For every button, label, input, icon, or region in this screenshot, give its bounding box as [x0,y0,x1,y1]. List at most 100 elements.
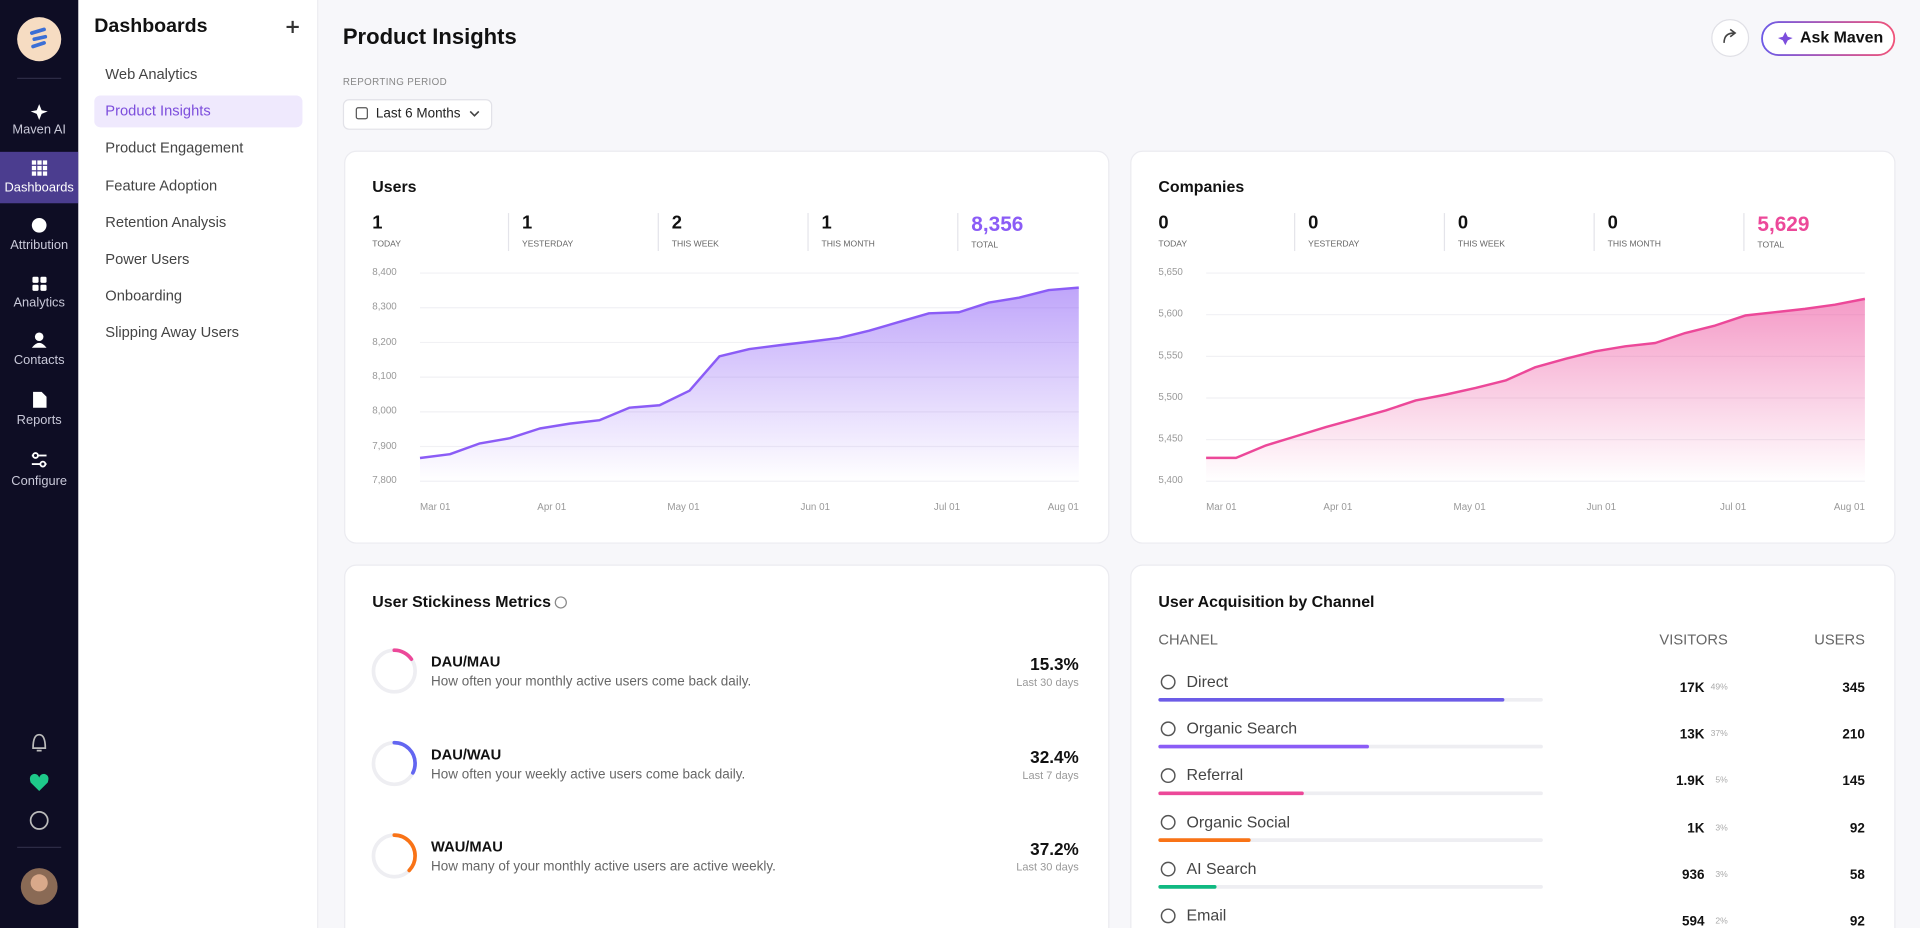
x-tick-label: Aug 01 [1833,501,1865,513]
sidebar-item[interactable]: Slipping Away Users [105,324,239,342]
sidebar-item[interactable]: Product Insights [105,102,211,120]
icon-attribution [31,217,47,233]
x-tick-label: Apr 01 [1323,501,1353,513]
metric-period: Last 7 days [1022,768,1079,781]
bar [1158,744,1370,749]
icon-reports [33,391,47,408]
channel-users: 58 [1849,867,1865,883]
channel-share: 49% [1710,683,1728,693]
channel-users: 145 [1842,774,1865,789]
icon-contacts [31,332,47,348]
channel-name: Referral [1186,765,1244,784]
y-tick-label: 5,550 [1158,349,1183,361]
channel-icon [1160,861,1176,877]
x-tick-label: Jun 01 [1586,501,1617,513]
channel-icon [1160,768,1176,784]
nav-item[interactable]: Configure [11,474,68,489]
area [1206,298,1865,482]
period-label: REPORTING PERIOD [342,76,448,88]
icon-chevron [469,110,480,117]
metric-description: How often your weekly active users come … [431,767,746,782]
bar [1158,838,1251,842]
sidebar [78,0,319,928]
ring-value [371,740,417,787]
sidebar-item[interactable]: Product Engagement [105,139,244,157]
channel-name: Organic Social [1186,812,1291,831]
nav-active [0,151,79,204]
nav-item[interactable]: Dashboards [4,180,74,195]
channel-icon [1160,908,1176,924]
icon-sparkle [1777,31,1793,46]
refresh-button[interactable] [1711,18,1750,57]
card-title: Users [372,177,417,196]
y-tick-label: 8,200 [372,335,397,347]
stat-label: YESTERDAY [521,240,574,249]
channel-visitors: 17K [1679,680,1705,696]
stickiness-card [344,564,1110,928]
stat-label: TOTAL [1757,241,1785,250]
sidebar-title: Dashboards [94,16,208,37]
channel-icon [1160,674,1176,690]
stat-label: YESTERDAY [1308,240,1360,249]
column-header: CHANEL [1158,631,1218,649]
sidebar-item[interactable]: Power Users [105,250,190,268]
stat-label: TOTAL [971,241,999,250]
y-tick-label: 7,800 [372,474,397,486]
sidebar-item[interactable]: Onboarding [105,287,183,305]
channel-name: Direct [1186,672,1229,691]
channel-visitors: 594 [1682,914,1705,928]
ask-button[interactable] [1761,21,1896,57]
channel-share: 3% [1715,823,1728,833]
nav-item[interactable]: Maven AI [12,122,66,138]
line [1206,297,1866,460]
stat-value: 1 [521,212,533,234]
stat-value: 0 [1607,212,1618,234]
channel-visitors: 1.9K [1676,774,1705,789]
sidebar-item[interactable]: Retention Analysis [105,213,227,231]
metric-value: 37.2% [1030,839,1079,859]
metric-value: 15.3% [1030,654,1079,674]
ring-value [371,833,417,879]
channel-users: 210 [1842,727,1865,743]
channel-share: 5% [1715,776,1728,786]
stat-label: THIS WEEK [1457,240,1506,249]
sidebar-item[interactable]: Feature Adoption [105,176,218,194]
stat-value: 1 [821,212,832,234]
info-icon[interactable] [554,596,567,609]
bar-track [1158,838,1543,842]
icon-help[interactable] [29,810,49,830]
y-tick-label: 8,300 [372,301,397,313]
sidebar-item[interactable]: Web Analytics [105,65,198,83]
channel-visitors: 1K [1687,821,1705,836]
channel-share: 3% [1715,870,1728,880]
metric-value: 32.4% [1030,746,1079,767]
add-dashboard[interactable] [286,20,299,34]
nav-item[interactable]: Contacts [13,352,65,368]
card-title: User Stickiness Metrics [372,592,551,611]
stat-label: THIS MONTH [821,240,875,249]
icon-heart[interactable] [29,773,49,792]
y-tick-label: 8,400 [372,266,397,278]
metric-name: WAU/MAU [431,838,503,856]
stat-label: TODAY [372,240,401,249]
icon-refresh [1723,28,1737,43]
metric-name: DAU/MAU [431,653,501,671]
nav-item[interactable]: Reports [16,412,62,428]
nav-item[interactable]: Analytics [13,295,65,311]
x-tick-label: Mar 01 [420,501,451,513]
y-tick-label: 5,400 [1158,474,1183,486]
bar [1158,791,1304,796]
channel-icon [1160,814,1176,830]
logo-mark [30,27,48,49]
stat-value: 5,629 [1757,212,1810,236]
icon-calendar [355,107,368,120]
channel-users: 345 [1842,680,1865,696]
stat-label: THIS MONTH [1607,240,1661,249]
card-title: User Acquisition by Channel [1158,592,1375,611]
area [420,287,1079,482]
stat-value: 2 [671,212,682,234]
nav-item[interactable]: Attribution [10,237,69,253]
icon-bell[interactable] [32,733,47,752]
x-tick-label: May 01 [1453,501,1486,513]
bar-track [1158,885,1543,889]
